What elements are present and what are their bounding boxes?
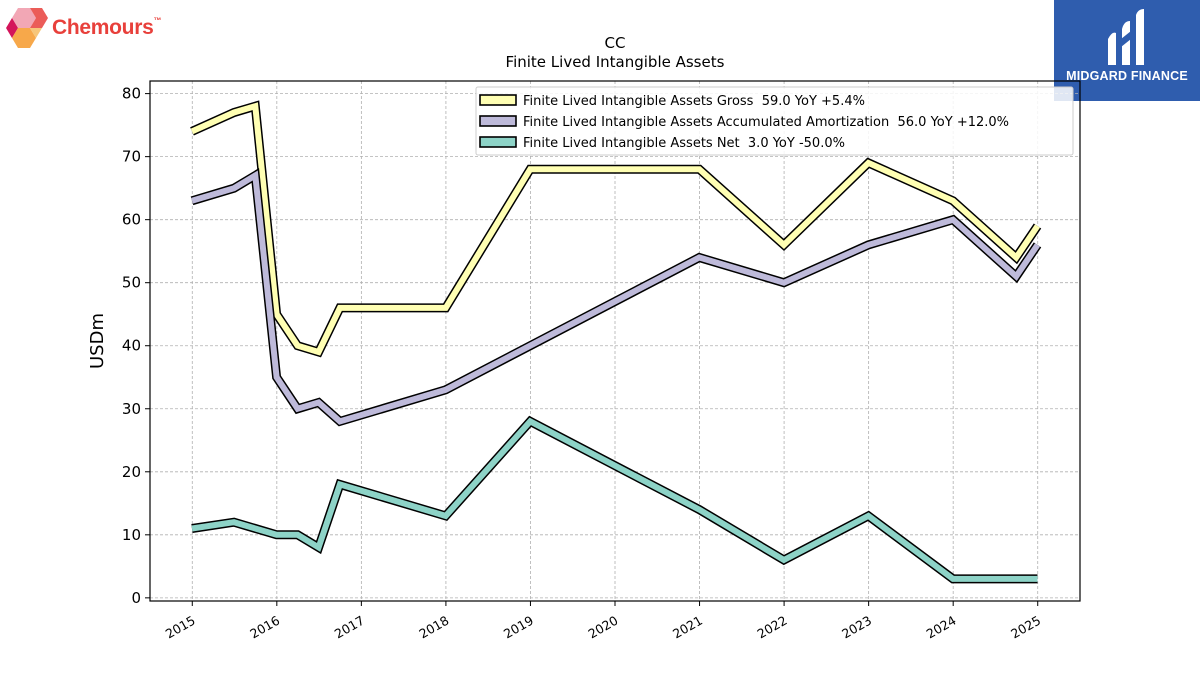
x-tick-label: 2017: [332, 613, 367, 642]
legend-label: Finite Lived Intangible Assets Net 3.0 Y…: [523, 136, 845, 151]
badge-text: MIDGARD FINANCE: [1066, 69, 1188, 83]
series-line: [190, 102, 1040, 356]
midgard-m-logo-icon: [1108, 9, 1144, 65]
y-axis-label: USDm: [87, 313, 108, 369]
chemours-hexagon-logo-icon: [6, 8, 48, 48]
x-tick-label: 2016: [247, 613, 282, 642]
y-tick-label: 70: [122, 148, 141, 166]
legend-swatch: [479, 94, 517, 106]
y-tick-label: 30: [122, 400, 141, 418]
y-tick-label: 60: [122, 211, 141, 229]
legend-label: Finite Lived Intangible Assets Gross 59.…: [523, 94, 865, 109]
series-line-outline: [191, 415, 1038, 584]
y-tick-label: 80: [122, 85, 141, 103]
legend-swatch: [479, 115, 517, 127]
brand-name: Chemours™: [52, 16, 162, 39]
series-line: [191, 417, 1038, 582]
x-tick-label: 2019: [501, 613, 536, 642]
x-axis: 2015 2016 2017 2018 2019 2020 2021 2022 2023 2024…: [163, 601, 1043, 642]
legend-label: Finite Lived Intangible Assets Accumulat…: [523, 115, 1009, 130]
x-tick-label: 2015: [163, 613, 198, 642]
series-line: [191, 170, 1040, 425]
x-tick-label: 2025: [1008, 613, 1043, 642]
midgard-finance-badge: MIDGARD FINANCE: [1054, 0, 1200, 101]
chart-subtitle: Finite Lived Intangible Assets: [506, 53, 725, 71]
legend-swatch: [479, 136, 517, 148]
series-layer: [190, 100, 1042, 584]
y-tick-label: 0: [131, 589, 141, 607]
x-tick-label: 2022: [755, 613, 790, 642]
y-tick-label: 20: [122, 463, 141, 481]
legend-box: [475, 86, 1074, 156]
x-tick-label: 2024: [924, 613, 959, 642]
legend: Finite Lived Intangible Assets Gross 59.…: [475, 86, 1074, 156]
y-tick-label: 50: [122, 274, 141, 292]
x-tick-label: 2018: [416, 613, 451, 642]
y-tick-label: 10: [122, 526, 141, 544]
y-tick-label: 40: [122, 337, 141, 355]
x-tick-label: 2023: [839, 613, 874, 642]
chart-title: CC: [605, 34, 626, 52]
x-tick-label: 2021: [670, 613, 705, 642]
y-axis: 0 10 20 30 40 50 60 70 80: [122, 85, 150, 607]
x-tick-label: 2020: [585, 613, 620, 642]
chemours-logo: Chemours™: [4, 4, 164, 48]
